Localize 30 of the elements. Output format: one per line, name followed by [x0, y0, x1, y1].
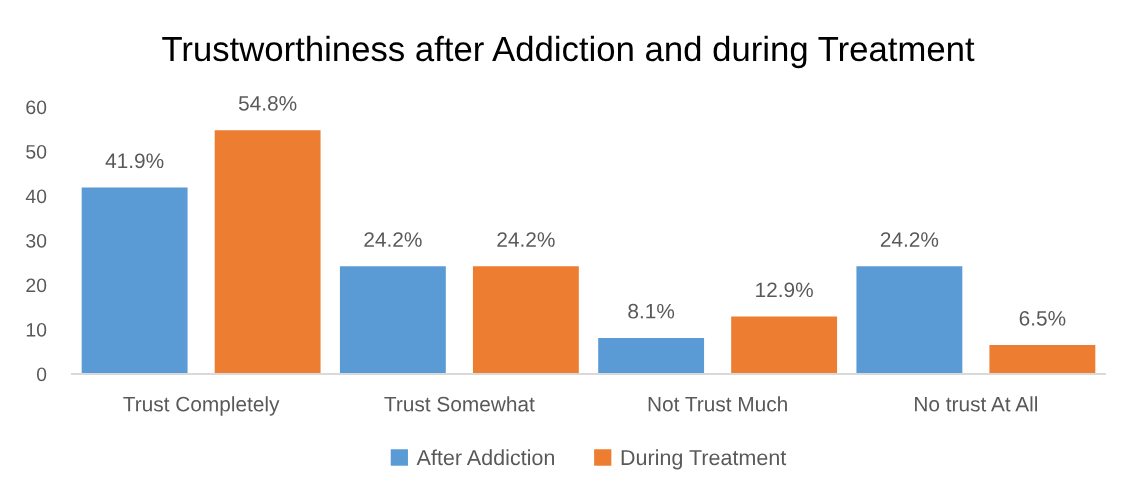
y-tick-label: 30 — [26, 233, 47, 248]
x-tick-label: Trust Completely — [123, 396, 280, 416]
data-label: 12.9% — [756, 282, 813, 298]
bar — [472, 266, 579, 374]
y-tick-label: 40 — [25, 189, 47, 204]
data-label: 24.2% — [497, 232, 555, 247]
data-label: 8.1% — [628, 303, 675, 319]
legend-label: During Treatment — [621, 449, 787, 470]
legend-label: After Addiction — [416, 449, 554, 466]
bar — [214, 130, 321, 374]
data-label: 24.2% — [880, 232, 939, 247]
x-tick-label: No trust At All — [915, 396, 1038, 412]
x-tick-label: Not Trust Much — [648, 396, 787, 412]
bar — [81, 187, 188, 374]
data-label: 41.9% — [105, 153, 164, 169]
y-tick-label: 0 — [36, 367, 47, 382]
x-tick-label: Trust Somewhat — [384, 396, 535, 412]
bar — [339, 266, 446, 374]
bar — [731, 316, 838, 374]
data-label: 6.5% — [1019, 310, 1066, 326]
y-tick-label: 60 — [26, 100, 47, 115]
chart-title: Trustworthiness after Addiction and during Treatment — [162, 35, 975, 69]
bar — [989, 345, 1096, 374]
y-tick-label: 20 — [26, 278, 47, 293]
data-label: 54.8% — [238, 95, 297, 111]
y-tick-label: 10 — [26, 322, 47, 337]
bar — [598, 337, 705, 374]
bar — [856, 266, 963, 374]
y-tick-label: 50 — [26, 144, 47, 159]
data-label: 24.2% — [364, 232, 422, 247]
